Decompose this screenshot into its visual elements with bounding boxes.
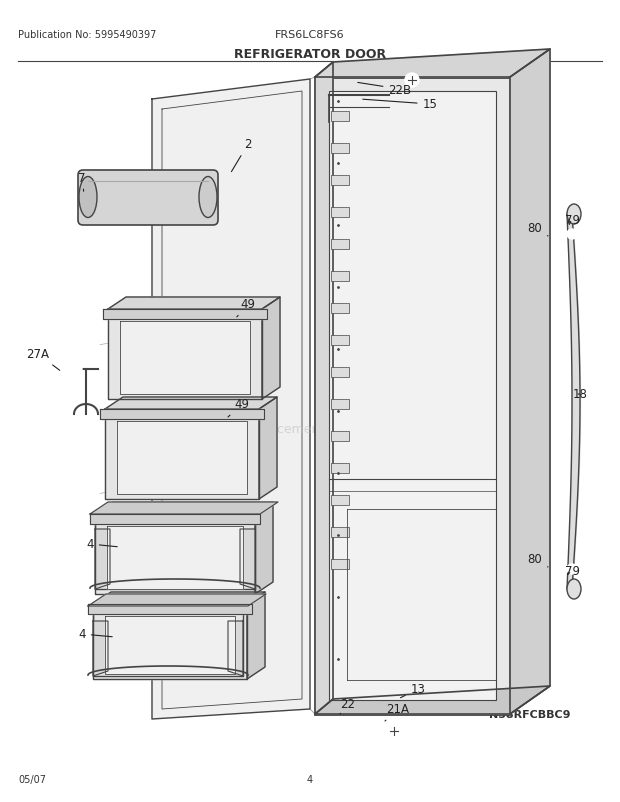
- Polygon shape: [88, 594, 266, 606]
- Polygon shape: [315, 63, 333, 714]
- Text: N58RFCBBC9: N58RFCBBC9: [489, 709, 571, 719]
- Polygon shape: [93, 604, 247, 679]
- Circle shape: [412, 736, 422, 746]
- Polygon shape: [152, 80, 310, 719]
- Text: 05/07: 05/07: [18, 774, 46, 784]
- Ellipse shape: [567, 205, 581, 225]
- Polygon shape: [103, 310, 267, 320]
- Text: 4: 4: [78, 628, 112, 641]
- Text: 7: 7: [78, 172, 86, 192]
- Text: 15: 15: [363, 99, 438, 111]
- Circle shape: [74, 366, 82, 374]
- Text: 4: 4: [86, 538, 117, 551]
- Bar: [331, 496, 349, 505]
- Circle shape: [387, 724, 401, 738]
- Polygon shape: [95, 502, 273, 514]
- Polygon shape: [315, 687, 550, 714]
- Polygon shape: [105, 616, 235, 674]
- Polygon shape: [90, 514, 260, 525]
- Text: 13: 13: [401, 683, 425, 698]
- Polygon shape: [100, 410, 264, 419]
- Bar: [331, 559, 349, 569]
- Text: 80: 80: [528, 221, 548, 237]
- Bar: [331, 272, 349, 282]
- Bar: [331, 208, 349, 217]
- Polygon shape: [95, 514, 255, 594]
- Text: 79: 79: [564, 565, 580, 577]
- Circle shape: [405, 74, 419, 88]
- Text: 49: 49: [228, 398, 249, 418]
- Ellipse shape: [199, 177, 217, 218]
- Bar: [331, 176, 349, 186]
- Bar: [331, 367, 349, 378]
- Bar: [331, 240, 349, 249]
- Ellipse shape: [79, 177, 97, 218]
- Bar: [331, 111, 349, 122]
- Polygon shape: [255, 502, 273, 594]
- Text: REFRIGERATOR DOOR: REFRIGERATOR DOOR: [234, 48, 386, 61]
- Polygon shape: [95, 514, 255, 589]
- Bar: [331, 431, 349, 441]
- Text: 22B: 22B: [358, 83, 412, 96]
- Polygon shape: [105, 410, 259, 500]
- Polygon shape: [108, 298, 280, 310]
- Ellipse shape: [567, 579, 581, 599]
- Text: 79: 79: [564, 213, 580, 226]
- Polygon shape: [90, 502, 278, 514]
- Text: 4: 4: [307, 774, 313, 784]
- Text: 80: 80: [528, 553, 548, 567]
- Bar: [329, 92, 496, 700]
- Bar: [331, 144, 349, 154]
- FancyBboxPatch shape: [78, 171, 218, 225]
- Text: 21A: 21A: [385, 703, 409, 721]
- Polygon shape: [510, 50, 550, 714]
- Polygon shape: [228, 622, 243, 676]
- Polygon shape: [93, 606, 243, 676]
- Bar: [331, 528, 349, 537]
- Polygon shape: [240, 529, 255, 589]
- Polygon shape: [262, 298, 280, 399]
- Bar: [331, 304, 349, 314]
- Polygon shape: [120, 322, 250, 395]
- Polygon shape: [95, 529, 110, 589]
- Bar: [331, 335, 349, 346]
- Polygon shape: [108, 310, 262, 399]
- Polygon shape: [93, 592, 265, 604]
- Circle shape: [567, 565, 577, 574]
- Text: eReplacementParts.com: eReplacementParts.com: [234, 423, 386, 436]
- Text: Publication No: 5995490397: Publication No: 5995490397: [18, 30, 156, 40]
- Bar: [331, 399, 349, 410]
- Text: 22: 22: [340, 698, 355, 714]
- Polygon shape: [247, 592, 265, 679]
- Polygon shape: [117, 422, 247, 494]
- Text: 49: 49: [237, 298, 255, 318]
- Polygon shape: [93, 622, 108, 676]
- Text: 2: 2: [231, 138, 252, 172]
- Text: 18: 18: [572, 388, 587, 401]
- Polygon shape: [107, 526, 243, 589]
- Text: FRS6LC8FS6: FRS6LC8FS6: [275, 30, 345, 40]
- Bar: [331, 464, 349, 473]
- Polygon shape: [105, 398, 277, 410]
- Circle shape: [567, 229, 577, 240]
- Bar: [315, 78, 510, 714]
- Polygon shape: [315, 50, 550, 78]
- Text: 27A: 27A: [27, 348, 60, 371]
- Polygon shape: [88, 604, 252, 614]
- Polygon shape: [259, 398, 277, 500]
